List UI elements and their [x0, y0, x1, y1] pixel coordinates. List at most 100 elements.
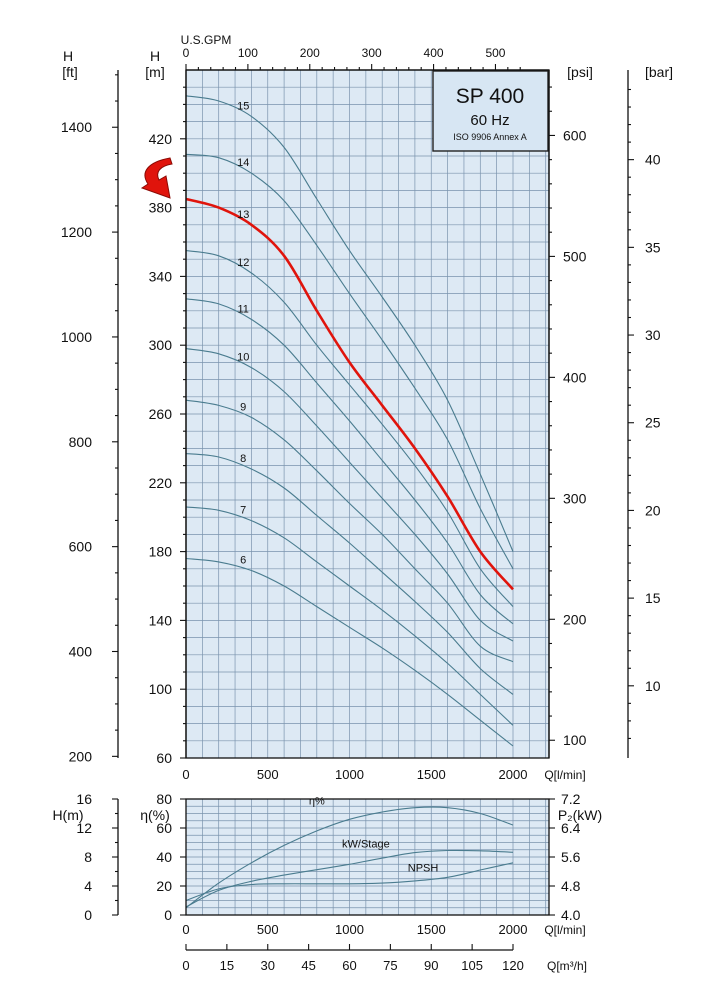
eta-axis-label: η(%) [140, 807, 170, 823]
eta-tick-label: 20 [156, 878, 172, 894]
p2-axis-label: P₂(kW) [558, 807, 602, 823]
stage-label-11: 11 [238, 303, 249, 315]
q-lmin-tick-label: 1500 [417, 767, 446, 782]
q-lmin-tick-label: 1000 [335, 767, 364, 782]
q-lmin-tick-label: 500 [257, 767, 279, 782]
q-lmin-bottom-tick-label: 2000 [499, 922, 528, 937]
h-ft-tick-label: 1400 [61, 119, 92, 135]
h-m-tick-label: 60 [156, 750, 172, 766]
curve-npsh [185, 862, 514, 902]
q-m3h-tick-label: 60 [342, 958, 356, 973]
eta-tick-label: 80 [156, 791, 172, 807]
curve-label-npsh: NPSH [408, 862, 439, 874]
p2-tick-label: 4.0 [561, 907, 581, 923]
gpm-tick-label: 100 [238, 46, 258, 60]
head-curve-stage-10 [185, 348, 514, 642]
q-lmin-label: Q[l/min] [544, 768, 585, 782]
psi-tick-label: 500 [563, 248, 587, 264]
h-m-tick-label: 260 [149, 406, 173, 422]
efficiency-curves: η% kW/Stage NPSH [185, 796, 514, 909]
head-curve-stage-15 [185, 95, 514, 552]
bar-tick-label: 10 [645, 678, 661, 694]
bar-axis: [bar] 40 35 30 25 20 15 10 [627, 64, 673, 758]
head-curve-stage-8 [185, 453, 514, 695]
psi-tick-label: 200 [563, 611, 587, 627]
q-m3h-tick-label: 30 [261, 958, 275, 973]
gpm-tick-label: 0 [183, 46, 190, 60]
gpm-tick-label: 500 [485, 46, 505, 60]
h-ft-unit: [ft] [62, 64, 78, 80]
h-m-label: H [150, 48, 160, 64]
q-m3h-tick-label: 45 [301, 958, 315, 973]
eta-tick-label: 40 [156, 849, 172, 865]
q-m3h-tick-label: 90 [424, 958, 438, 973]
h-ft-tick-label: 1200 [61, 224, 92, 240]
npsh-axis-label: H(m) [52, 807, 83, 823]
npsh-axis: H(m) 16 12 8 4 0 [52, 791, 119, 923]
q-m3h-label: Q[m³/h] [547, 959, 587, 973]
q-lmin-bottom-axis: Q[l/min] 0 500 1000 1500 2000 [182, 922, 585, 937]
bar-tick-label: 25 [645, 415, 661, 431]
head-curve-stage-11 [185, 298, 514, 625]
h-m-tick-label: 380 [149, 200, 173, 216]
h-m-axis: H [m] 420 380 340 300 260 220 180 140 100 60 [145, 48, 187, 766]
gpm-axis: U.S.GPM 0 100 200 300 400 500 [181, 33, 549, 71]
efficiency-plot: η% kW/Stage NPSH [185, 796, 550, 916]
head-curve-stage-13 [185, 197, 514, 591]
psi-tick-label: 100 [563, 732, 587, 748]
h-m-tick-label: 140 [149, 612, 173, 628]
bar-tick-label: 40 [645, 152, 661, 168]
head-curve-stage-7 [185, 506, 514, 726]
bar-label: [bar] [645, 64, 673, 80]
efficiency-grid [185, 798, 549, 916]
psi-tick-label: 300 [563, 490, 587, 506]
q-m3h-tick-label: 120 [502, 958, 524, 973]
p2-tick-label: 7.2 [561, 791, 581, 807]
eta-tick-label: 60 [156, 820, 172, 836]
q-lmin-axis: Q[l/min] 0 500 1000 1500 2000 [182, 767, 585, 782]
h-m-tick-label: 100 [149, 681, 173, 697]
h-ft-tick-label: 600 [69, 539, 93, 555]
stage-label-9: 9 [240, 401, 246, 413]
h-m-tick-label: 220 [149, 475, 173, 491]
curved-arrow-icon [140, 157, 173, 199]
p2-tick-label: 6.4 [561, 820, 581, 836]
main-plot: 15 14 13 12 11 10 9 8 7 6 [185, 69, 550, 759]
h-m-tick-label: 300 [149, 337, 173, 353]
stage-label-15: 15 [237, 100, 249, 112]
p2-tick-label: 5.6 [561, 849, 581, 865]
q-lmin-bottom-tick-label: 1000 [335, 922, 364, 937]
curve-kwstage [185, 849, 514, 908]
standard: ISO 9906 Annex A [453, 132, 527, 142]
curve-label-: η% [309, 796, 325, 808]
gpm-tick-label: 300 [362, 46, 382, 60]
stage-label-12: 12 [237, 257, 249, 269]
q-m3h-tick-label: 75 [383, 958, 397, 973]
q-lmin-bottom-label: Q[l/min] [544, 923, 585, 937]
head-curves [185, 95, 514, 747]
eta-tick-label: 0 [164, 907, 172, 923]
bar-tick-label: 35 [645, 239, 661, 255]
npsh-tick-label: 12 [76, 820, 92, 836]
psi-tick-label: 400 [563, 369, 587, 385]
q-lmin-tick-label: 2000 [499, 767, 528, 782]
h-ft-tick-label: 200 [69, 748, 93, 764]
stage-label-7: 7 [240, 505, 246, 517]
eta-axis: η(%) 80 60 40 20 0 [140, 791, 186, 923]
stage-label-6: 6 [240, 555, 246, 567]
bar-tick-label: 30 [645, 327, 661, 343]
h-m-tick-label: 420 [149, 131, 173, 147]
stage-label-13: 13 [237, 209, 249, 221]
q-m3h-tick-label: 0 [182, 958, 189, 973]
head-curve-stage-9 [185, 399, 514, 663]
frequency: 60 Hz [470, 112, 509, 129]
stage-label-14: 14 [237, 157, 249, 169]
h-ft-tick-label: 800 [69, 434, 93, 450]
p2-axis: P₂(kW) 7.2 6.4 5.6 4.8 4.0 [549, 791, 602, 923]
q-m3h-axis: Q[m³/h] 0 15 30 45 60 75 90 105 120 [182, 944, 587, 973]
p2-tick-label: 4.8 [561, 878, 581, 894]
q-lmin-bottom-tick-label: 1500 [417, 922, 446, 937]
q-lmin-tick-label: 0 [182, 767, 189, 782]
h-ft-axis: H [ft] 1400 1200 1000 800 600 400 200 [61, 48, 119, 764]
